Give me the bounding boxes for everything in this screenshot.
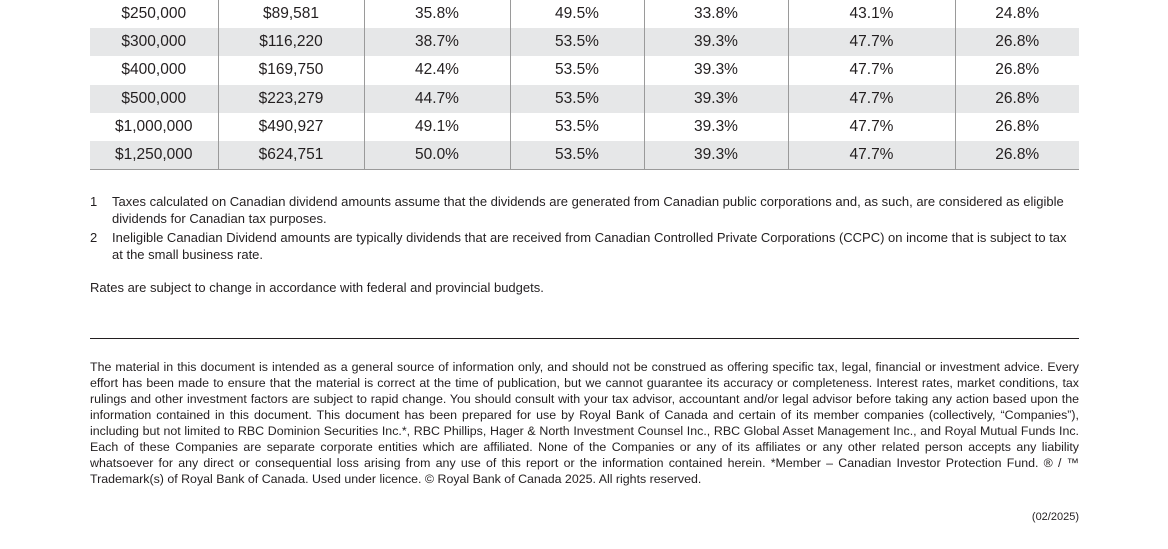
table-cell: $169,750 <box>217 56 364 85</box>
table-cell: 39.3% <box>643 112 788 141</box>
table-row: $400,000 $169,750 42.4% 53.5% 39.3% 47.7% 26.8… <box>90 56 1079 85</box>
table-cell: 47.7% <box>787 112 955 141</box>
table-cell: $400,000 <box>121 61 187 79</box>
table-cell: 26.8% <box>954 140 1079 171</box>
table-cell: $300,000 <box>90 28 218 57</box>
table-cell: 42.4% <box>363 56 510 85</box>
table-cell: 24.8% <box>954 0 1079 29</box>
table-cell: 44.7% <box>363 84 510 113</box>
table-cell: 26.8% <box>954 28 1079 57</box>
table-cell: $89,581 <box>217 0 364 29</box>
table-cell: 47.7% <box>787 84 955 113</box>
table-row: $250,000 $89,581 35.8% 49.5% 33.8% 43.1% 24.8% <box>90 0 1079 29</box>
table-cell: $1,250,000 <box>90 140 218 171</box>
table-cell: 53.5% <box>509 112 644 141</box>
table-row: $1,000,000 $490,927 49.1% 53.5% 39.3% 47.7% 26… <box>90 112 1079 141</box>
disclaimer: The material in this document is intende… <box>90 360 1079 486</box>
table-cell: 50.0% <box>363 140 510 171</box>
table-cell: 49.1% <box>363 112 510 141</box>
table-cell: 35.8% <box>363 0 510 29</box>
table-cell: 26.8% <box>954 84 1079 113</box>
rates-note: Rates are subject to change in accordanc… <box>90 280 544 295</box>
table-cell: 39.3% <box>643 56 788 85</box>
table-cell: 38.7% <box>363 28 510 57</box>
table-cell: $490,927 <box>217 112 364 141</box>
table-row: $1,250,000 $624,751 50.0% 53.5% 39.3% 47.7% 26… <box>90 140 1079 171</box>
table-cell: 47.7% <box>787 28 955 57</box>
table-cell: 53.5% <box>509 56 644 85</box>
table-cell: 53.5% <box>509 28 644 57</box>
footnote-number: 2 <box>90 230 98 245</box>
table-cell: $223,279 <box>217 84 364 113</box>
table-cell: $250,000 <box>121 5 187 23</box>
table-cell: 43.1% <box>787 0 955 29</box>
divider <box>90 338 1079 339</box>
footnote-text: Ineligible Canadian Dividend amounts are… <box>112 230 1067 262</box>
table-cell: 47.7% <box>787 56 955 85</box>
table-cell: 26.8% <box>954 112 1079 141</box>
table-cell: $116,220 <box>217 28 364 57</box>
table-cell: $500,000 <box>90 84 218 113</box>
footnote: 2 Ineligible Canadian Dividend amounts ar… <box>90 230 1079 263</box>
table-row: $300,000 $116,220 38.7% 53.5% 39.3% 47.7% 26.8… <box>90 28 1079 57</box>
table-cell: 39.3% <box>643 84 788 113</box>
table-cell: $1,000,000 <box>114 117 193 135</box>
table-cell: 39.3% <box>643 140 788 171</box>
table-cell: $624,751 <box>217 140 364 171</box>
table-cell: 39.3% <box>643 28 788 57</box>
table-cell: 26.8% <box>954 56 1079 85</box>
table-cell: 53.5% <box>509 84 644 113</box>
table-cell: 53.5% <box>509 140 644 171</box>
footnote-text: Taxes calculated on Canadian dividend am… <box>112 194 1064 226</box>
date: (02/2025) <box>1031 511 1079 523</box>
table-cell: 33.8% <box>643 0 788 29</box>
tax-table: $250,000 $89,581 35.8% 49.5% 33.8% 43.1% 24.8%… <box>90 0 1079 171</box>
footnote-number: 1 <box>90 194 98 209</box>
table-row: $500,000 $223,279 44.7% 53.5% 39.3% 47.7% 26.8… <box>90 84 1079 113</box>
table-cell: 49.5% <box>509 0 644 29</box>
table-cell: 47.7% <box>787 140 955 171</box>
footnote: 1 Taxes calculated on Canadian dividend a… <box>90 194 1079 227</box>
